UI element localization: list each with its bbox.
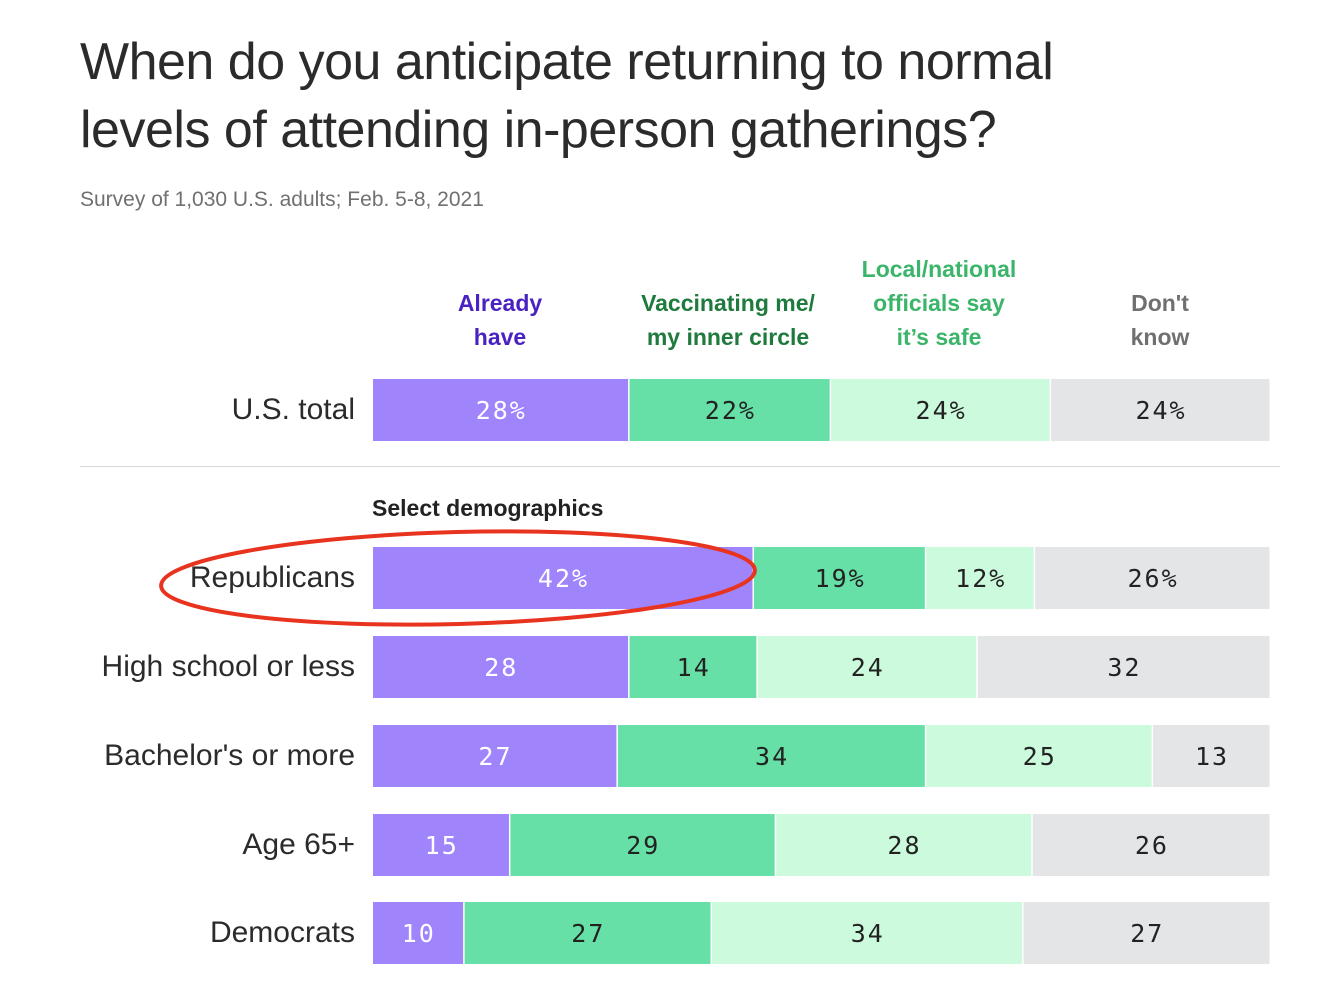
row-label-age-65: Age 65+ — [242, 828, 355, 861]
legend-dont-know-line: Don't — [1131, 290, 1189, 316]
bar-u-s-total-already-have — [373, 379, 629, 441]
bar-democrats-local-national-officials-say-it-s-safe — [712, 902, 1023, 964]
row-label-bachelors: Bachelor's or more — [104, 739, 355, 772]
section-label: Select demographics — [372, 495, 604, 521]
legend-vaccinating-line: Vaccinating me/ — [641, 290, 815, 316]
bar-bachelor-s-or-more-don-t-know — [1153, 725, 1270, 787]
legend-dont-know: Don't know — [1050, 286, 1270, 354]
bar-age-65-already-have — [373, 814, 509, 876]
bar-age-65-vaccinating-me-my-inner-circle — [510, 814, 775, 876]
bar-label-bachelor-s-or-more-local-national-officials-say-it-s-safe: 25 — [1023, 742, 1057, 771]
bar-label-republicans-don-t-know: 26% — [1128, 564, 1179, 593]
row-label-democrats: Democrats — [209, 916, 355, 949]
bar-label-high-school-or-less-already-have: 28 — [484, 653, 518, 682]
highlight-ellipse — [159, 529, 757, 627]
bar-label-democrats-vaccinating-me-my-inner-circle: 27 — [571, 919, 605, 948]
bar-high-school-or-less-already-have — [373, 636, 629, 698]
bar-high-school-or-less-vaccinating-me-my-inner-circle — [629, 636, 757, 698]
bar-republicans-already-have — [373, 547, 753, 609]
bar-label-democrats-don-t-know: 27 — [1130, 919, 1164, 948]
bar-label-u-s-total-already-have: 28% — [476, 396, 527, 425]
bar-label-republicans-local-national-officials-say-it-s-safe: 12% — [955, 564, 1006, 593]
chart-title: When do you anticipate returning to norm… — [80, 28, 1230, 164]
bar-label-high-school-or-less-local-national-officials-say-it-s-safe: 24 — [851, 653, 885, 682]
bar-age-65-local-national-officials-say-it-s-safe — [776, 814, 1032, 876]
bar-label-high-school-or-less-vaccinating-me-my-inner-circle: 14 — [677, 653, 711, 682]
row-label-us-total: U.S. total — [231, 393, 355, 426]
bar-label-bachelor-s-or-more-vaccinating-me-my-inner-circle: 34 — [755, 742, 789, 771]
bar-label-age-65-don-t-know: 26 — [1135, 831, 1169, 860]
bar-democrats-vaccinating-me-my-inner-circle — [464, 902, 711, 964]
bar-label-age-65-vaccinating-me-my-inner-circle: 29 — [626, 831, 660, 860]
legend-already-have-line: Already — [457, 290, 543, 316]
bar-u-s-total-don-t-know — [1051, 379, 1270, 441]
bar-u-s-total-local-national-officials-say-it-s-safe — [831, 379, 1050, 441]
bar-democrats-don-t-know — [1023, 902, 1270, 964]
bar-label-democrats-local-national-officials-say-it-s-safe: 34 — [851, 919, 885, 948]
bar-label-republicans-vaccinating-me-my-inner-circle: 19% — [815, 564, 866, 593]
chart-title-line-1: When do you anticipate returning to norm… — [80, 33, 1054, 91]
bar-label-republicans-already-have: 42% — [538, 564, 589, 593]
row-label-republicans: Republicans — [189, 561, 355, 594]
legend-dont-know-line: know — [1130, 324, 1190, 350]
bar-label-bachelor-s-or-more-don-t-know: 13 — [1195, 742, 1229, 771]
chart-title-line-2: levels of attending in-person gatherings… — [80, 101, 997, 159]
bar-age-65-don-t-know — [1032, 814, 1270, 876]
legend-vaccinating-line: my inner circle — [646, 324, 810, 350]
legend-already-have-line: have — [473, 324, 527, 350]
bar-high-school-or-less-local-national-officials-say-it-s-safe — [757, 636, 977, 698]
bar-label-bachelor-s-or-more-already-have: 27 — [478, 742, 512, 771]
bar-label-democrats-already-have: 10 — [402, 919, 436, 948]
section-divider — [80, 466, 1280, 467]
bar-label-age-65-local-national-officials-say-it-s-safe: 28 — [887, 831, 921, 860]
bar-u-s-total-vaccinating-me-my-inner-circle — [629, 379, 830, 441]
bar-label-u-s-total-local-national-officials-say-it-s-safe: 24% — [916, 396, 967, 425]
bar-democrats-already-have — [373, 902, 464, 964]
legend-officials-say-safe: Local/national officials say it’s safe — [829, 252, 1049, 354]
bar-bachelor-s-or-more-already-have — [373, 725, 617, 787]
bar-bachelor-s-or-more-vaccinating-me-my-inner-circle — [617, 725, 925, 787]
legend-officials-line: officials say — [873, 290, 1005, 316]
chart-subtitle: Survey of 1,030 U.S. adults; Feb. 5-8, 2… — [80, 188, 484, 211]
row-label-high-school: High school or less — [101, 650, 355, 683]
legend-vaccinating: Vaccinating me/ my inner circle — [618, 286, 838, 354]
bar-republicans-local-national-officials-say-it-s-safe — [926, 547, 1034, 609]
legend-officials-line: Local/national — [861, 256, 1017, 282]
bar-bachelor-s-or-more-local-national-officials-say-it-s-safe — [926, 725, 1152, 787]
bar-republicans-don-t-know — [1035, 547, 1270, 609]
bar-high-school-or-less-don-t-know — [977, 636, 1270, 698]
bar-label-high-school-or-less-don-t-know: 32 — [1107, 653, 1141, 682]
bar-label-u-s-total-vaccinating-me-my-inner-circle: 22% — [705, 396, 756, 425]
legend-officials-line: it’s safe — [896, 324, 982, 350]
bar-label-u-s-total-don-t-know: 24% — [1135, 396, 1186, 425]
bar-republicans-vaccinating-me-my-inner-circle — [753, 547, 925, 609]
legend-already-have: Already have — [390, 286, 610, 354]
bar-label-age-65-already-have: 15 — [425, 831, 459, 860]
